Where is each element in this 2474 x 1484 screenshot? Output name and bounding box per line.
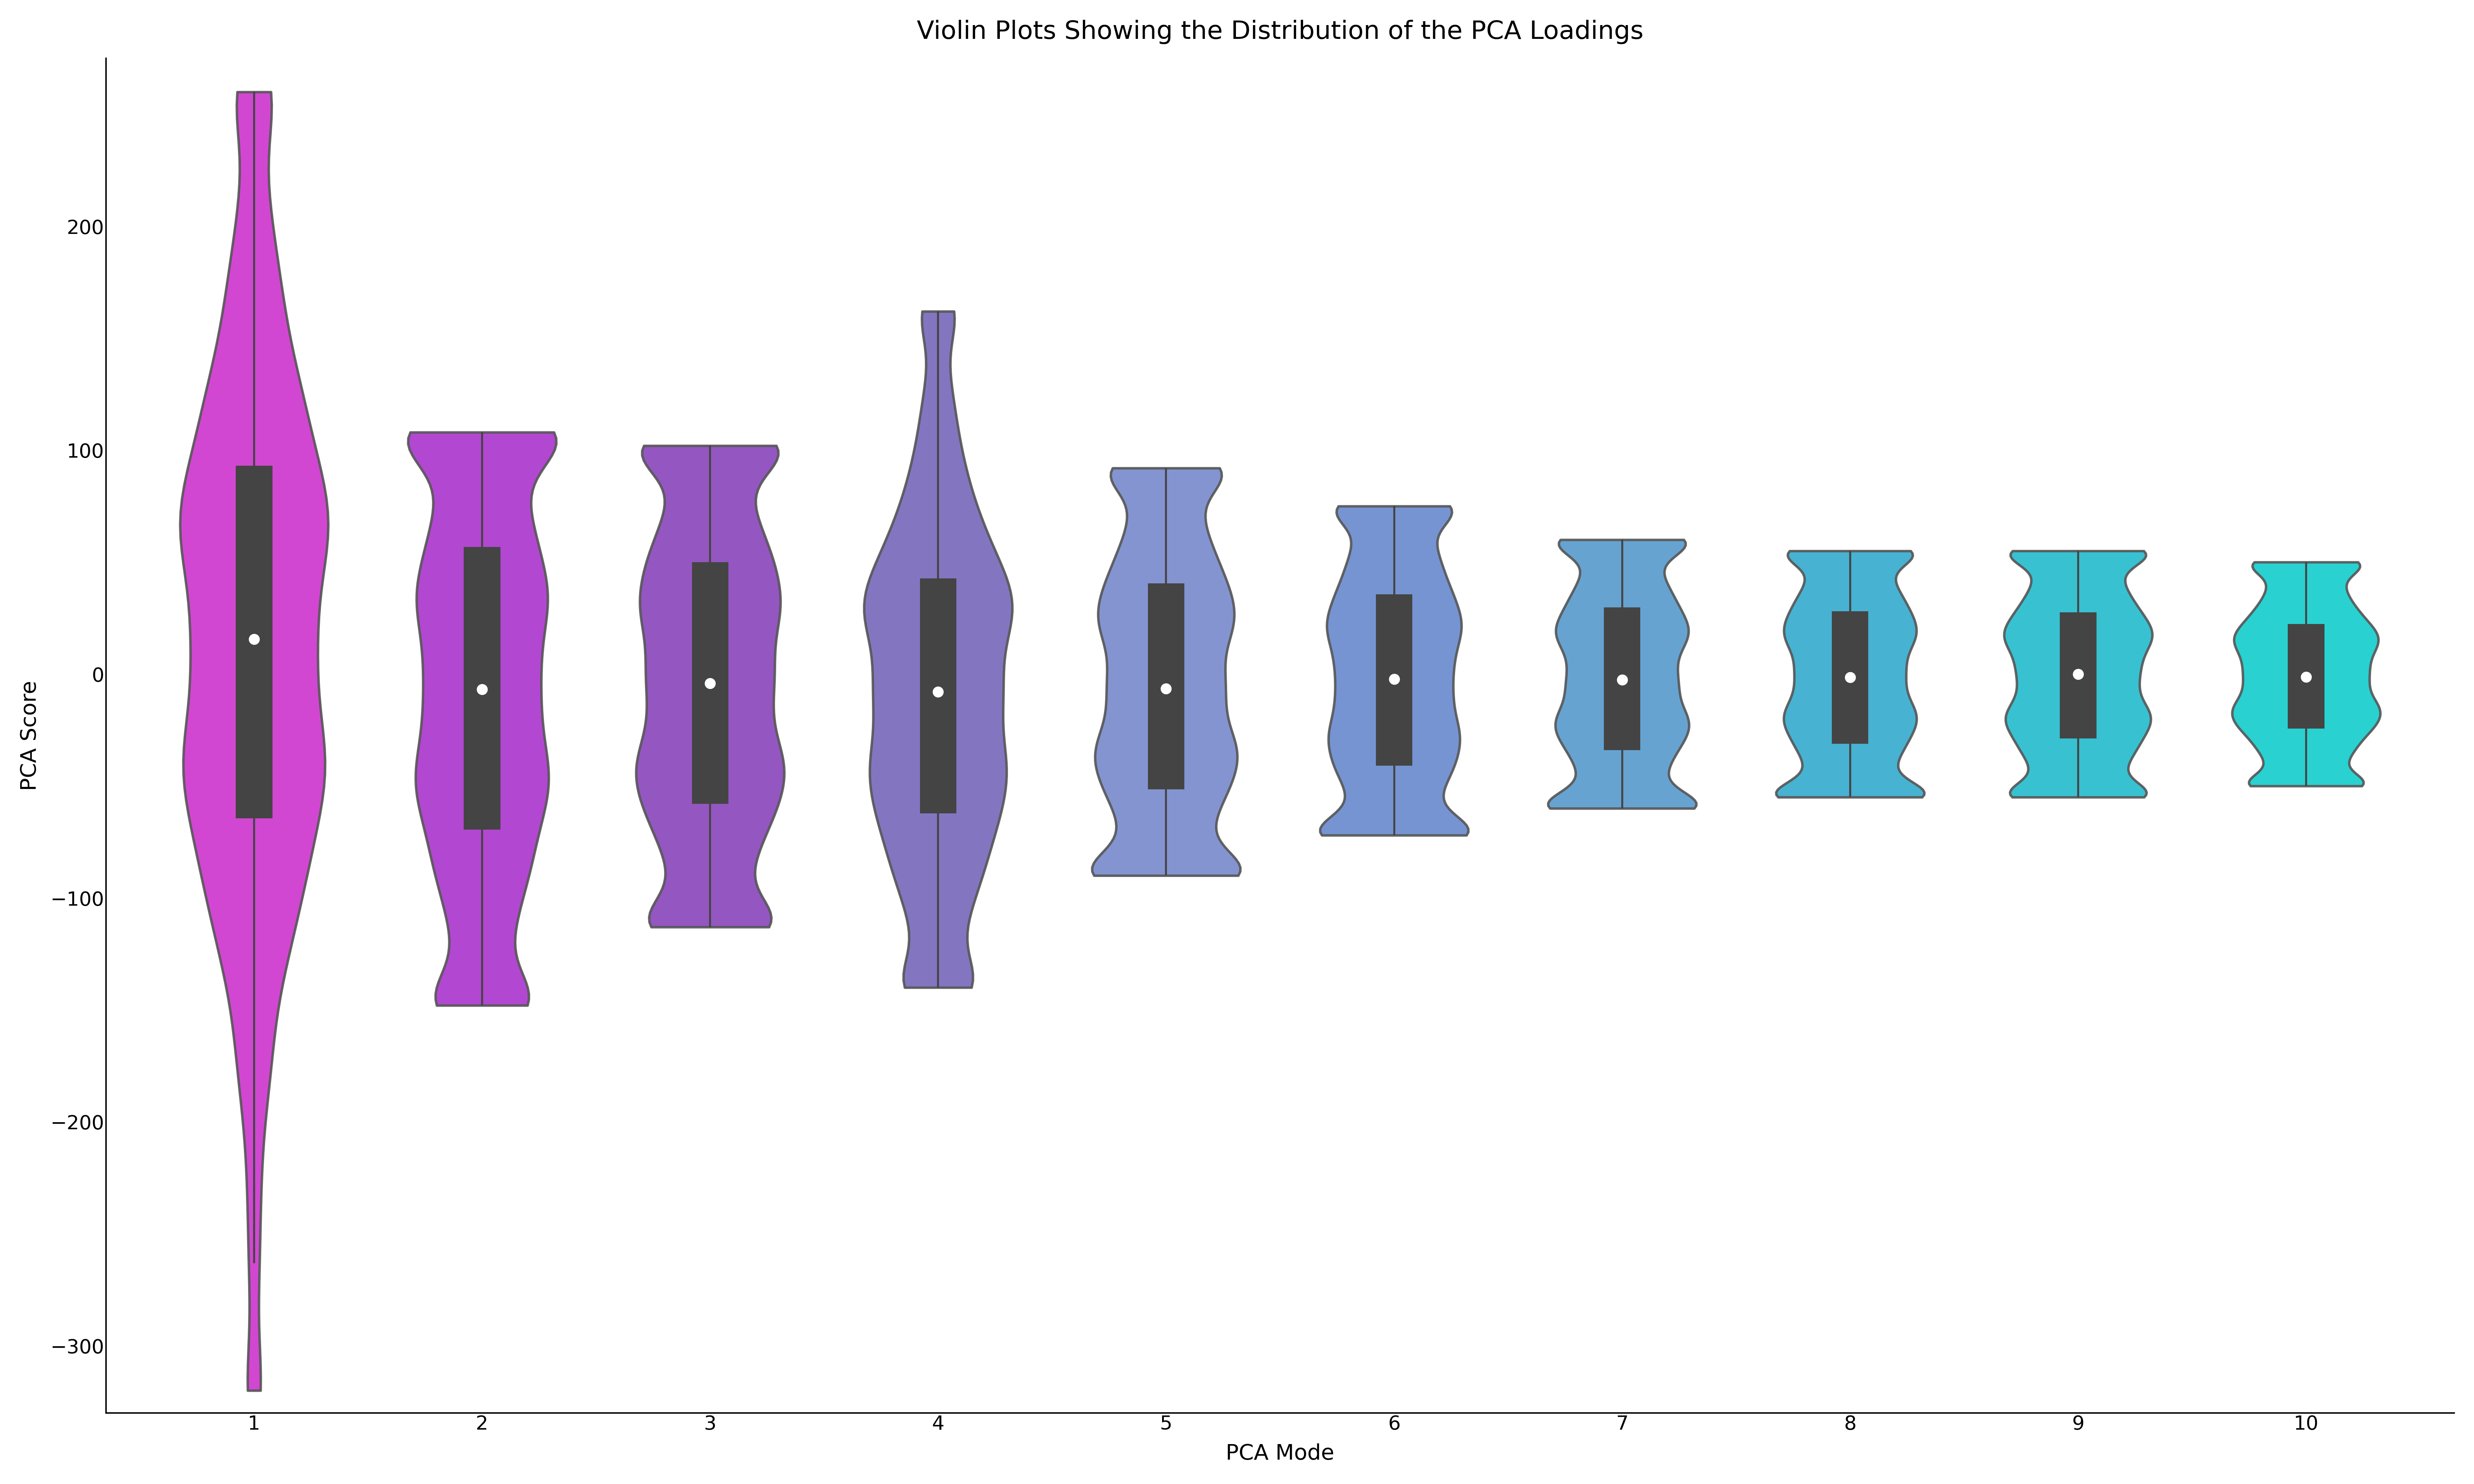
Point <box>463 677 502 700</box>
Bar <box>1376 594 1413 766</box>
Point <box>2058 662 2098 686</box>
Bar <box>920 579 957 813</box>
Title: Violin Plots Showing the Distribution of the PCA Loadings: Violin Plots Showing the Distribution of… <box>918 19 1643 45</box>
X-axis label: PCA Mode: PCA Mode <box>1225 1444 1333 1465</box>
Bar <box>463 548 500 830</box>
Bar <box>693 562 727 804</box>
Point <box>1376 668 1415 692</box>
Point <box>918 680 957 703</box>
Point <box>2286 665 2326 689</box>
Y-axis label: PCA Score: PCA Score <box>20 681 40 791</box>
Bar <box>1603 607 1640 749</box>
Bar <box>1831 611 1868 743</box>
Bar <box>2061 613 2095 739</box>
Bar <box>2288 623 2326 729</box>
Bar <box>1148 583 1185 789</box>
Point <box>1145 677 1185 700</box>
Point <box>690 671 730 695</box>
Point <box>235 628 275 651</box>
Point <box>1831 665 1870 689</box>
Point <box>1603 668 1643 692</box>
Bar <box>235 466 272 818</box>
